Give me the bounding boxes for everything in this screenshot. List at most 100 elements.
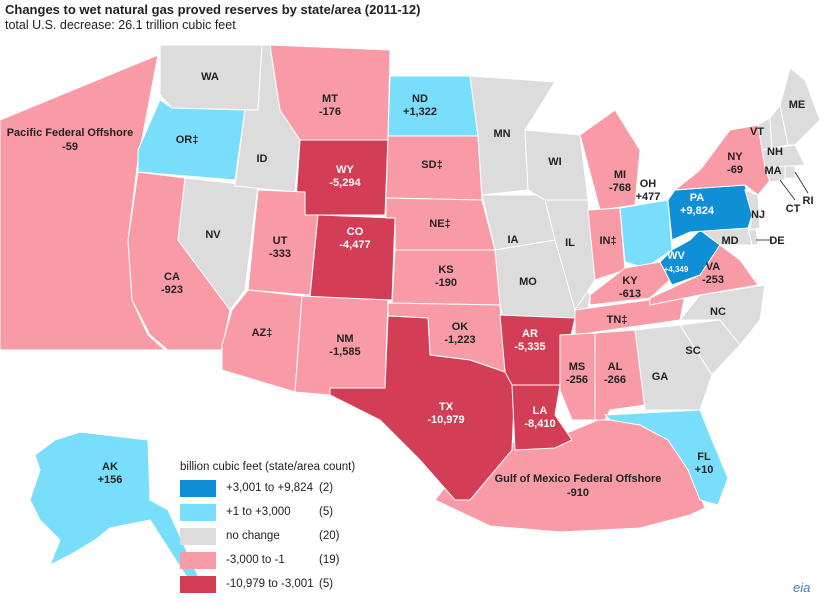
state-label-mi: MI [614, 169, 626, 181]
state-AK [29, 431, 201, 583]
state-value-nd: +1,322 [403, 106, 437, 118]
state-label-la: LA [533, 405, 548, 417]
state-value-oh: +477 [636, 191, 661, 203]
state-label-nv: NV [205, 229, 221, 241]
state-value-la: -8,410 [524, 418, 555, 430]
state-label-tn: TN‡ [607, 314, 628, 326]
state-label-ky: KY [622, 275, 638, 287]
state-MA [761, 144, 806, 169]
state-label-al: AL [608, 361, 623, 373]
state-MI [579, 109, 641, 211]
state-value-nm: -1,585 [329, 346, 360, 358]
eia-logo: eia [793, 580, 811, 595]
state-value-ny: -69 [727, 164, 743, 176]
state-value-co: -4,477 [339, 239, 370, 251]
gulf-offshore-label: Gulf of Mexico Federal Offshore [495, 473, 662, 485]
state-label-sd: SD‡ [421, 159, 442, 171]
state-label-ga: GA [652, 371, 669, 383]
state-label-ok: OK [452, 321, 469, 333]
state-label-nd: ND [412, 93, 428, 105]
state-WY [294, 139, 389, 216]
legend-range-label: no change [226, 530, 280, 542]
state-label-az: AZ‡ [252, 327, 273, 339]
state-value-fl: +10 [695, 464, 714, 476]
state-label-ar: AR [522, 328, 538, 340]
state-label-nm: NM [336, 333, 353, 345]
state-label-mn: MN [493, 128, 510, 140]
legend-swatch [180, 552, 216, 569]
state-label-ma: MA [764, 165, 781, 177]
state-label-tx: TX [439, 401, 454, 413]
state-MS [559, 332, 596, 421]
legend-swatch [180, 504, 216, 521]
state-label-nc: NC [710, 306, 726, 318]
state-value-ms: -256 [566, 374, 588, 386]
state-value-al: -266 [604, 374, 626, 386]
pacific-offshore-value: -59 [62, 141, 78, 153]
legend-swatch [180, 480, 216, 497]
legend-range-label: +3,001 to +9,824 [226, 482, 313, 494]
state-label-ct: CT [786, 203, 801, 215]
state-label-il: IL [565, 237, 575, 249]
state-label-wi: WI [548, 156, 561, 168]
state-label-or: OR‡ [176, 134, 199, 146]
state-TX [329, 315, 516, 501]
state-value-pa: +9,824 [680, 205, 715, 217]
state-label-co: CO [347, 226, 364, 238]
legend-count-label: (5) [319, 578, 334, 590]
state-value-ca: -923 [161, 284, 183, 296]
state-label-de: DE [769, 235, 784, 247]
state-value-ky: -613 [619, 288, 641, 300]
state-label-oh: OH [640, 178, 657, 190]
legend-count-label: (20) [319, 530, 340, 542]
legend-count-label: (2) [319, 482, 334, 494]
state-CT [764, 165, 786, 183]
state-labels: WA OR‡ CA-923 NV ID MT-176 WY-5,294 UT-333 CO-4,… [7, 71, 814, 499]
legend-swatch [180, 528, 216, 545]
legend-range-label: -10,979 to -3,001 [226, 578, 314, 590]
legend-count-label: (5) [319, 506, 334, 518]
state-label-pa: PA [690, 192, 705, 204]
pacific-offshore-label: Pacific Federal Offshore [7, 127, 134, 139]
legend-count-label: (19) [319, 554, 340, 566]
state-label-fl: FL [697, 451, 711, 463]
state-label-in: IN‡ [599, 235, 616, 247]
state-label-vt: VT [750, 126, 764, 138]
state-value-mi: -768 [609, 182, 631, 194]
state-NJ [744, 189, 761, 231]
state-label-sc: SC [685, 345, 700, 357]
state-label-nh: NH [767, 146, 783, 158]
state-RI [784, 165, 796, 179]
state-label-va: VA [706, 261, 721, 273]
legend-range-label: -3,000 to -1 [226, 554, 285, 566]
state-label-wv: WV [667, 250, 685, 262]
state-value-mt: -176 [319, 106, 341, 118]
legend-swatch [180, 576, 216, 593]
map-title: Changes to wet natural gas proved reserv… [5, 2, 421, 17]
state-label-id: ID [257, 153, 268, 165]
leader-line-ri [794, 171, 809, 194]
state-value-ak: +156 [98, 474, 123, 486]
state-label-wa: WA [201, 71, 219, 83]
state-label-ia: IA [508, 234, 519, 246]
state-label-nj: NJ [751, 209, 765, 221]
state-value-va: -253 [702, 274, 724, 286]
state-label-ak: AK [102, 461, 118, 473]
state-value-wy: -5,294 [329, 177, 361, 189]
state-label-me: ME [789, 99, 806, 111]
state-ME [779, 67, 821, 146]
state-value-ut: -333 [269, 248, 291, 260]
state-label-ca: CA [164, 271, 180, 283]
state-OH [619, 199, 673, 269]
state-value-ok: -1,223 [444, 334, 475, 346]
state-label-ne: NE‡ [429, 218, 450, 230]
state-GA [634, 324, 713, 411]
map-subtitle: total U.S. decrease: 26.1 trillion cubic… [5, 18, 236, 32]
state-label-ms: MS [569, 361, 586, 373]
state-value-tx: -10,979 [427, 414, 464, 426]
state-label-ny: NY [727, 151, 743, 163]
legend-range-label: +1 to +3,000 [226, 506, 291, 518]
state-label-ut: UT [273, 235, 288, 247]
leader-line-ct [779, 179, 796, 201]
